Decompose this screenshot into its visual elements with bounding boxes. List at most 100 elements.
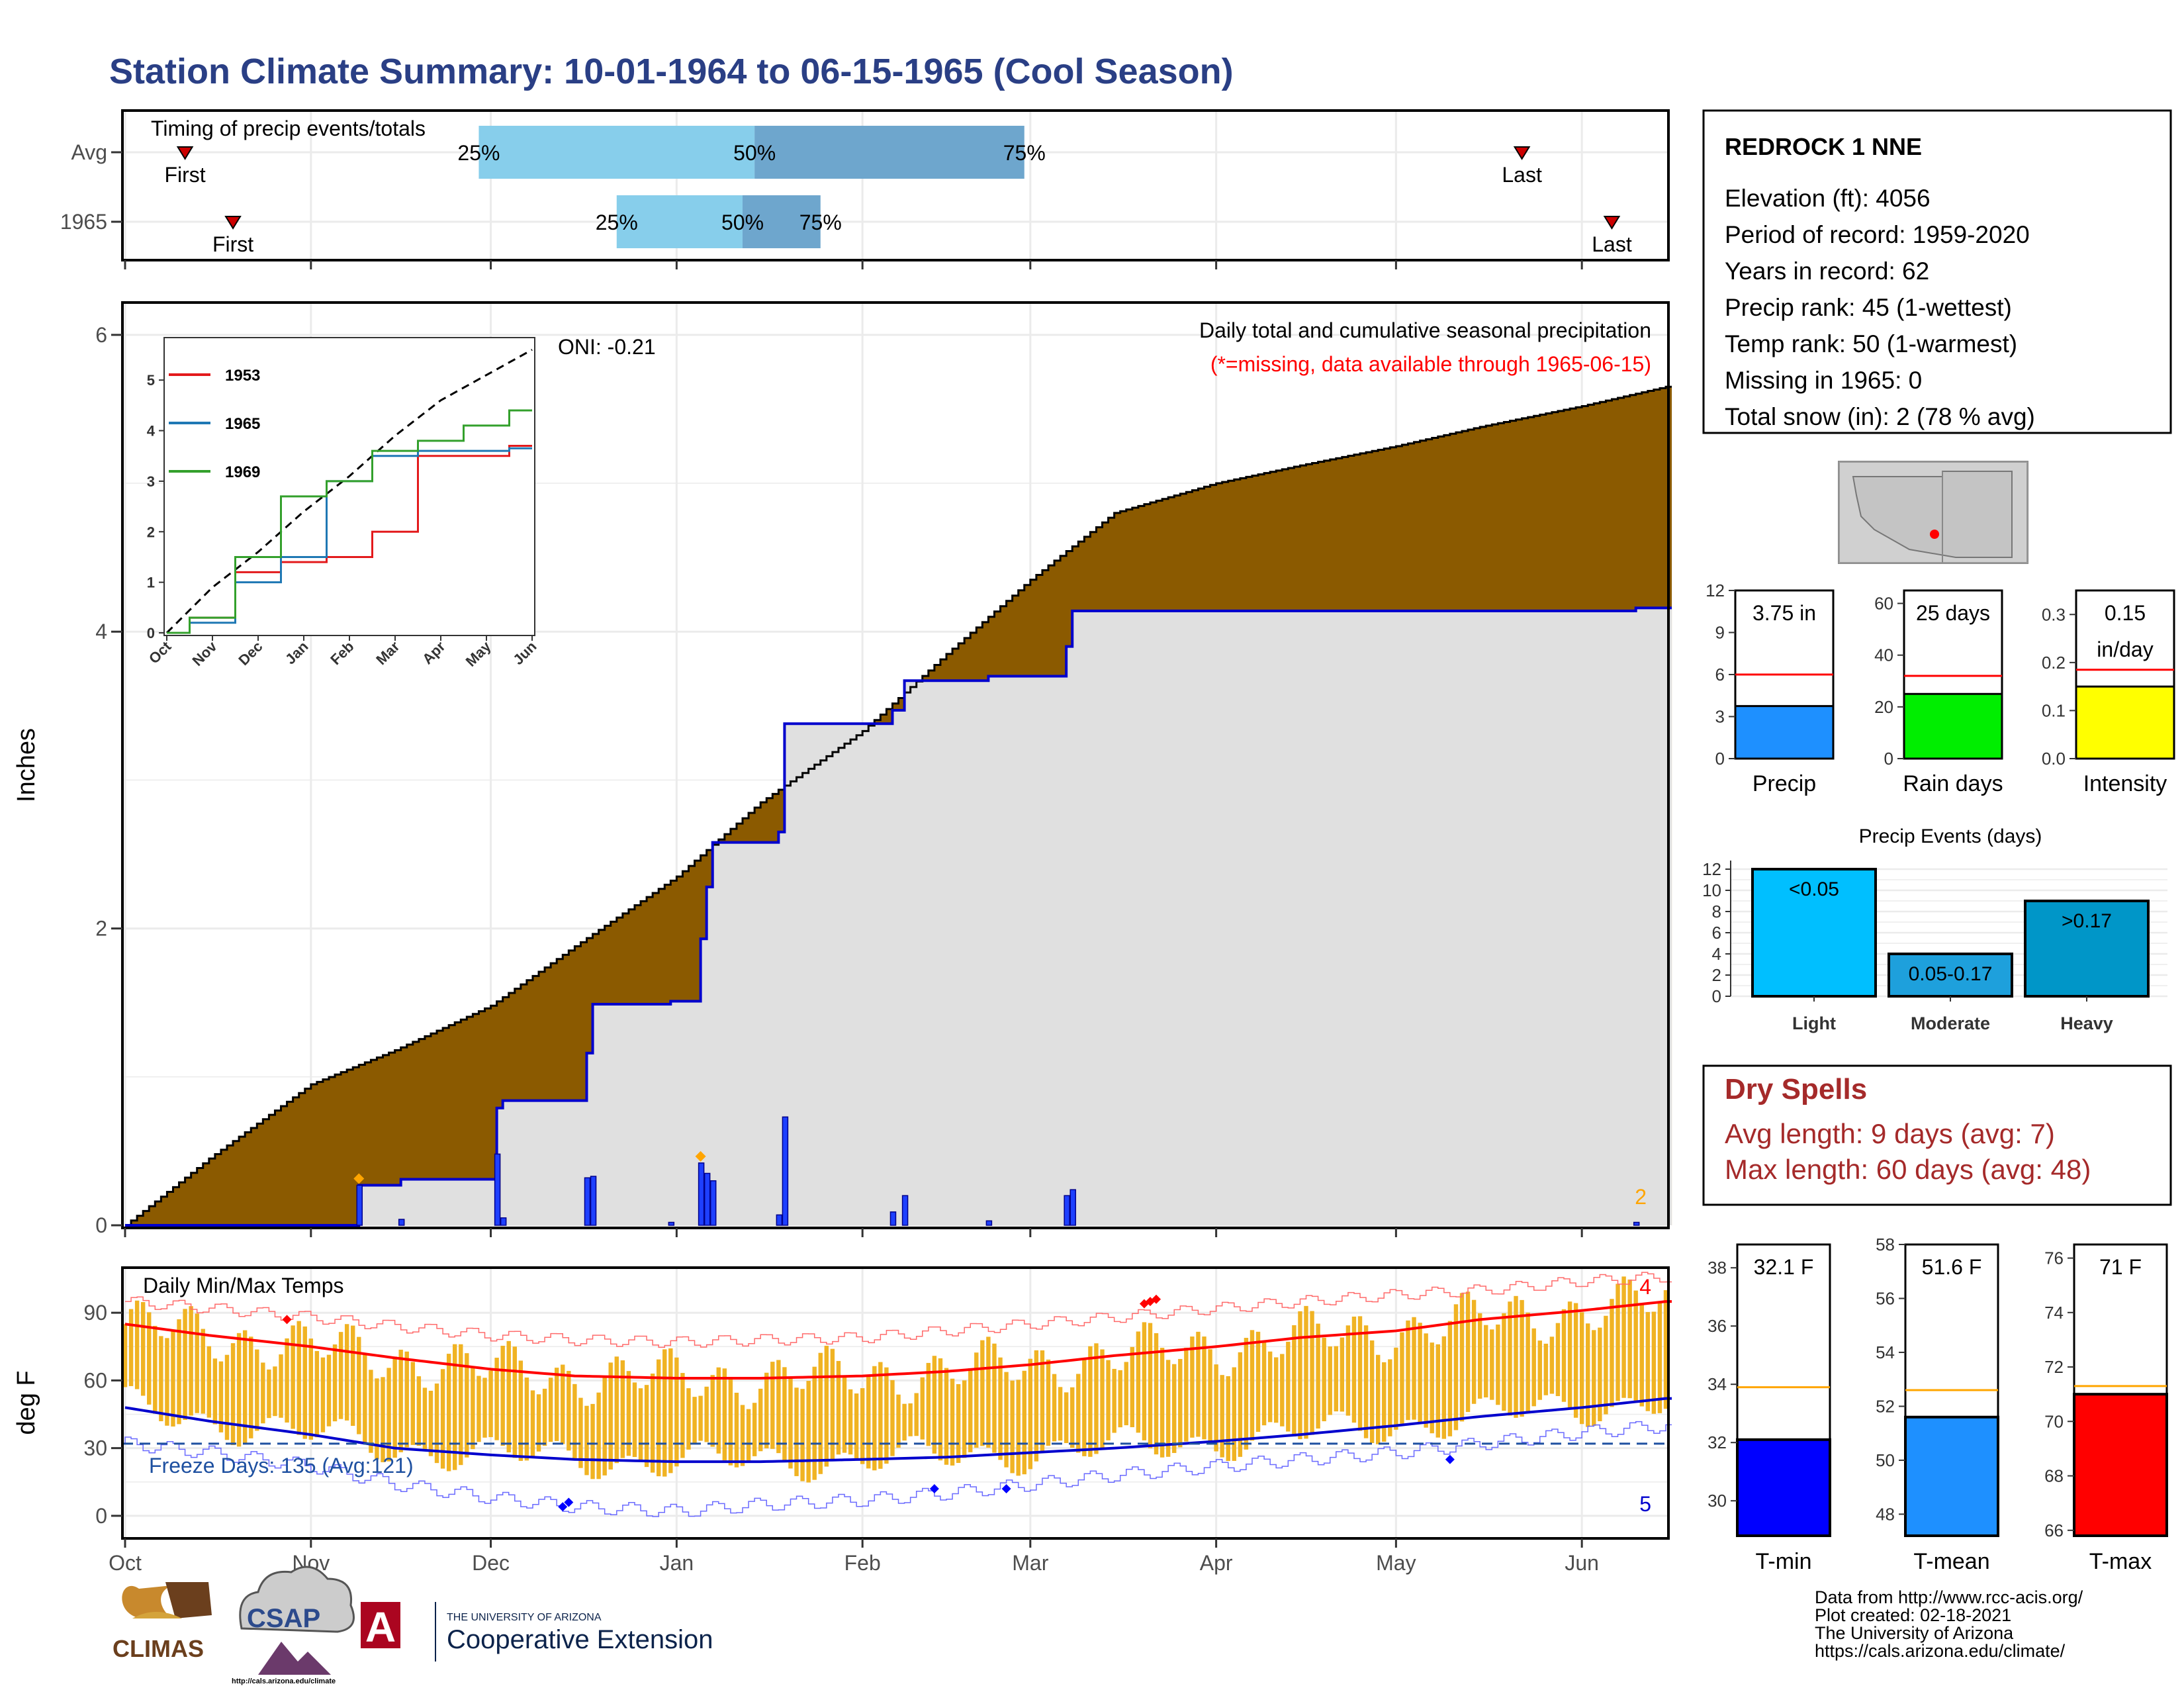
daily-precip-bar — [668, 1221, 675, 1226]
daily-temp-bar — [363, 1354, 367, 1444]
daily-temp-bar — [650, 1374, 655, 1473]
temp-bar-y-tick-label: 56 — [1876, 1288, 1895, 1308]
daily-temp-bar — [518, 1360, 523, 1461]
daily-temp-bar — [758, 1388, 763, 1452]
daily-temp-bar — [1345, 1325, 1351, 1416]
daily-temp-bar — [584, 1405, 589, 1476]
daily-precip-bar — [1064, 1195, 1070, 1226]
daily-temp-bar — [392, 1356, 397, 1458]
daily-temp-bar — [626, 1371, 631, 1456]
daily-temp-bar — [381, 1377, 385, 1462]
daily-temp-bar — [267, 1369, 271, 1419]
daily-temp-bar — [1267, 1351, 1273, 1423]
daily-temp-bar — [1663, 1289, 1668, 1409]
daily-temp-bar — [218, 1361, 224, 1432]
mini-bar-intensity — [2075, 685, 2175, 760]
daily-temp-bar — [908, 1403, 913, 1436]
inset-x-tick-label: Oct — [146, 637, 175, 667]
daily-temp-bar — [506, 1340, 511, 1453]
climas-logo: CLIMAS — [113, 1582, 212, 1662]
daily-temp-bar — [1447, 1321, 1453, 1436]
inset-series-line-1969 — [167, 409, 532, 634]
daily-temp-bar — [1531, 1328, 1536, 1407]
daily-temp-bar — [201, 1329, 205, 1414]
daily-temp-bar — [686, 1388, 691, 1450]
daily-temp-bar — [1142, 1322, 1147, 1440]
mini-bar-value-label: 3.75 in — [1752, 601, 1816, 625]
temp-bar-y-tick-label: 58 — [1876, 1235, 1895, 1254]
daily-temp-bar — [1573, 1303, 1578, 1418]
daily-temp-bar — [998, 1357, 1003, 1460]
daily-temp-bar — [830, 1348, 835, 1460]
last-event-marker — [1603, 216, 1621, 230]
daily-precip-bar — [704, 1172, 711, 1226]
daily-temp-bar — [632, 1382, 637, 1458]
daily-precip-bar — [584, 1177, 591, 1226]
locator-map — [1838, 461, 2028, 564]
daily-temp-bar — [572, 1383, 577, 1460]
temp-y-tick-label: 60 — [83, 1368, 107, 1392]
daily-temp-bar — [1274, 1357, 1279, 1423]
daily-temp-bar — [980, 1340, 985, 1446]
daily-temp-bar — [1148, 1323, 1153, 1448]
daily-temp-bar — [1412, 1317, 1416, 1420]
record-high-marker — [1152, 1294, 1161, 1304]
daily-temp-bar — [159, 1336, 163, 1422]
record-low-marker — [1445, 1454, 1455, 1464]
climas-logo-sun — [132, 1612, 182, 1618]
record-low-marker — [564, 1497, 574, 1507]
daily-temp-bar — [1388, 1359, 1392, 1436]
inset-legend-label: 1965 — [225, 415, 260, 433]
daily-temp-bar — [1046, 1359, 1051, 1446]
daily-temp-bar — [320, 1357, 326, 1432]
daily-temp-bar — [1351, 1316, 1357, 1423]
daily-precip-bar — [1633, 1221, 1640, 1226]
record-high-marker — [282, 1315, 292, 1325]
quartile-label-25: 25% — [596, 211, 638, 234]
daily-temp-bar — [1627, 1279, 1632, 1399]
daily-temp-bar — [1537, 1340, 1542, 1400]
daily-temp-bar — [1304, 1305, 1308, 1439]
timing-label: Timing of precip events/totals — [151, 117, 426, 140]
daily-temp-bar — [746, 1409, 751, 1462]
daily-temp-bar — [578, 1397, 583, 1468]
daily-temp-bar — [1165, 1360, 1171, 1457]
precip-frame — [121, 301, 1670, 1229]
daily-temp-bar — [555, 1368, 559, 1441]
daily-temp-bar — [1100, 1349, 1105, 1448]
daily-temp-bar — [434, 1383, 439, 1464]
dry-spells-frame — [1702, 1064, 2172, 1206]
events-y-tick-label: 0 — [1712, 986, 1721, 1006]
daily-temp-bar — [962, 1380, 967, 1458]
temp-bar-value-label: 51.6 F — [1922, 1255, 1982, 1279]
quartile-label-25: 25% — [457, 141, 500, 165]
daily-temp-bar — [261, 1362, 265, 1424]
daily-temp-bar — [1232, 1367, 1236, 1461]
daily-temp-bar — [620, 1360, 625, 1458]
daily-temp-bar — [806, 1381, 811, 1483]
daily-temp-bar — [1604, 1315, 1608, 1415]
dry-spells-avg: Avg length: 9 days (avg: 7) — [1725, 1118, 2055, 1149]
station-missing: Missing in 1965: 0 — [1725, 367, 1922, 394]
daily-temp-bar — [1471, 1299, 1477, 1404]
mini-bar-value-label: in/day — [2097, 637, 2153, 661]
daily-temp-bar — [1561, 1309, 1567, 1402]
event-bar-category-label: Light — [1792, 1013, 1836, 1033]
temp-bar-t-max — [2073, 1393, 2168, 1537]
daily-temp-bar — [494, 1358, 499, 1440]
record-low-marker — [1001, 1484, 1011, 1494]
inset-x-tick-label: Feb — [327, 638, 357, 668]
daily-temp-bar — [1490, 1329, 1494, 1400]
daily-temp-bar — [1651, 1311, 1657, 1414]
daily-temp-bar — [1004, 1372, 1009, 1468]
daily-temp-bar — [974, 1352, 979, 1448]
last-event-label: Last — [1592, 232, 1632, 256]
daily-precip-bar — [500, 1217, 507, 1226]
daily-temp-bar — [722, 1368, 727, 1461]
freeze-days-label: Freeze Days: 135 (Avg:121) — [149, 1454, 414, 1477]
mini-bar-precip — [1734, 705, 1835, 760]
daily-temp-bar — [1082, 1358, 1087, 1456]
daily-temp-bar — [1184, 1347, 1189, 1442]
